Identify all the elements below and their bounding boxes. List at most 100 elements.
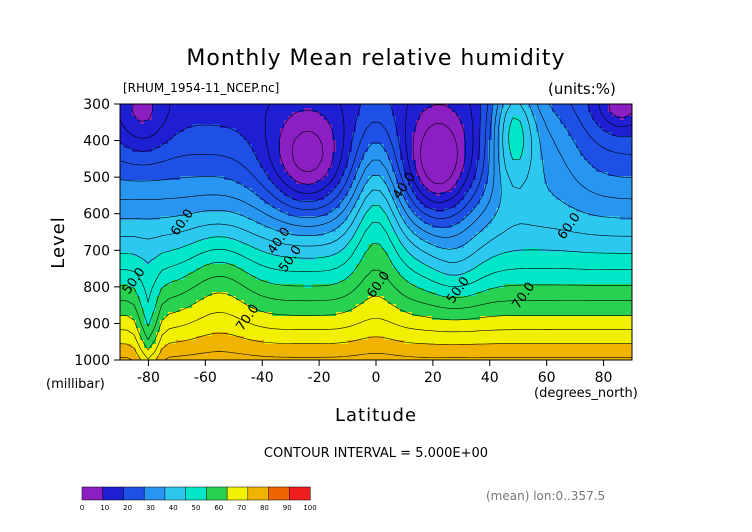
field-cell <box>128 184 133 189</box>
field-cell <box>384 232 389 237</box>
field-cell <box>568 140 573 145</box>
field-cell <box>128 128 133 133</box>
field-cell <box>152 176 157 181</box>
field-cell <box>560 224 565 229</box>
field-cell <box>192 136 197 141</box>
field-cell <box>220 236 225 241</box>
field-cell <box>180 180 185 185</box>
field-cell <box>232 172 237 177</box>
field-cell <box>132 260 137 265</box>
field-cell <box>608 144 613 149</box>
field-cell <box>176 224 181 229</box>
field-cell <box>180 240 185 245</box>
field-cell <box>464 148 469 153</box>
field-cell <box>336 120 341 125</box>
field-cell <box>296 112 301 117</box>
field-cell <box>296 132 301 137</box>
field-cell <box>412 220 417 225</box>
field-cell <box>300 160 305 165</box>
field-cell <box>400 248 405 253</box>
field-cell <box>604 236 609 241</box>
field-cell <box>284 208 289 213</box>
field-cell <box>332 156 337 161</box>
field-cell <box>352 152 357 157</box>
field-cell <box>548 168 553 173</box>
field-cell <box>436 188 441 193</box>
field-cell <box>276 168 281 173</box>
field-cell <box>256 144 261 149</box>
field-cell <box>564 104 569 109</box>
field-cell <box>584 112 589 117</box>
field-cell <box>500 108 505 113</box>
field-cell <box>492 104 497 109</box>
field-cell <box>556 128 561 133</box>
field-cell <box>600 144 605 149</box>
field-cell <box>332 188 337 193</box>
field-cell <box>616 120 621 125</box>
field-cell <box>188 120 193 125</box>
field-cell <box>396 180 401 185</box>
field-cell <box>328 248 333 253</box>
field-cell <box>548 216 553 221</box>
field-cell <box>592 124 597 129</box>
field-cell <box>580 108 585 113</box>
field-cell <box>272 200 277 205</box>
field-cell <box>220 252 225 257</box>
field-cell <box>340 212 345 217</box>
field-cell <box>448 196 453 201</box>
field-cell <box>616 240 621 245</box>
field-cell <box>596 160 601 165</box>
field-cell <box>388 212 393 217</box>
field-cell <box>196 244 201 249</box>
field-cell <box>304 180 309 185</box>
field-cell <box>160 108 165 113</box>
field-cell <box>336 180 341 185</box>
field-cell <box>528 112 533 117</box>
field-cell <box>312 108 317 113</box>
field-cell <box>564 256 569 261</box>
field-cell <box>328 240 333 245</box>
field-cell <box>568 168 573 173</box>
field-cell <box>548 236 553 241</box>
field-cell <box>216 164 221 169</box>
field-cell <box>120 148 125 153</box>
field-cell <box>588 164 593 169</box>
field-cell <box>184 168 189 173</box>
field-cell <box>164 176 169 181</box>
field-cell <box>408 108 413 113</box>
field-cell <box>412 108 417 113</box>
field-cell <box>356 240 361 245</box>
field-cell <box>468 140 473 145</box>
field-cell <box>292 168 297 173</box>
field-cell <box>596 144 601 149</box>
field-cell <box>420 144 425 149</box>
field-cell <box>432 256 437 261</box>
field-cell <box>560 172 565 177</box>
field-cell <box>544 216 549 221</box>
field-cell <box>512 256 517 261</box>
field-cell <box>316 232 321 237</box>
field-cell <box>196 172 201 177</box>
field-cell <box>236 192 241 197</box>
field-cell <box>364 156 369 161</box>
field-cell <box>532 220 537 225</box>
field-cell <box>252 124 257 129</box>
field-cell <box>480 160 485 165</box>
field-cell <box>568 236 573 241</box>
field-cell <box>164 144 169 149</box>
field-cell <box>140 156 145 161</box>
field-cell <box>560 212 565 217</box>
field-cell <box>420 108 425 113</box>
field-cell <box>360 248 365 253</box>
field-cell <box>228 116 233 121</box>
field-cell <box>396 116 401 121</box>
field-cell <box>320 152 325 157</box>
field-cell <box>492 220 497 225</box>
field-cell <box>308 152 313 157</box>
field-cell <box>128 212 133 217</box>
field-cell <box>364 104 369 109</box>
field-cell <box>196 220 201 225</box>
field-cell <box>600 180 605 185</box>
field-cell <box>500 128 505 133</box>
field-cell <box>460 140 465 145</box>
